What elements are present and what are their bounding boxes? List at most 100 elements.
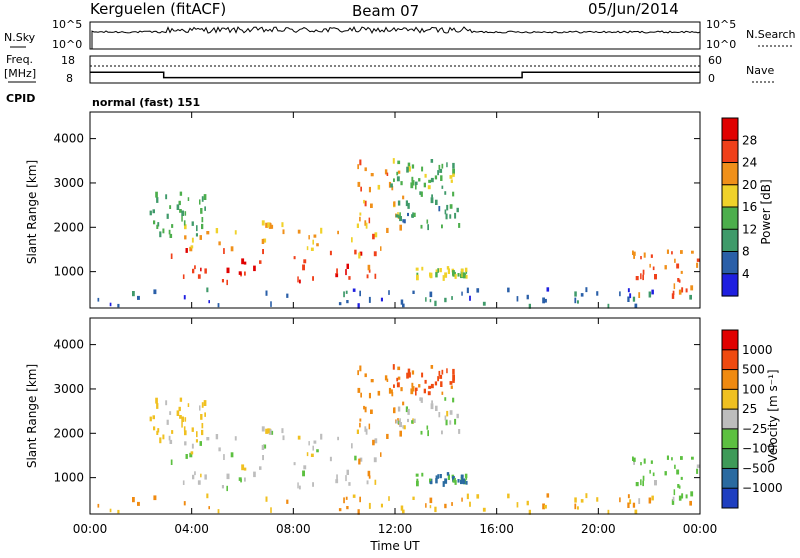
velocity-cell: [226, 473, 230, 480]
x-tick-label: 08:00: [276, 522, 311, 536]
power-cell: [664, 265, 667, 270]
power-cell: [399, 216, 402, 222]
power-cell: [352, 288, 356, 292]
power-cell: [316, 243, 319, 247]
velocity-cell: [441, 391, 444, 395]
power-cell: [200, 208, 203, 214]
power-cell: [430, 197, 434, 204]
velocity-cell: [627, 502, 630, 508]
power-cell: [424, 173, 427, 178]
power-cell: [265, 290, 268, 296]
velocity-cell: [335, 479, 339, 484]
velocity-cell: [363, 405, 365, 410]
colorbar-swatch: [722, 273, 738, 297]
velocity-cell: [446, 410, 449, 417]
velocity-cell: [380, 452, 382, 457]
power-cell: [680, 270, 683, 274]
velocity-cell: [415, 473, 419, 477]
velocity-cell: [577, 506, 579, 510]
power-cell: [386, 227, 389, 233]
power-cell: [336, 268, 338, 275]
power-cell: [303, 259, 307, 264]
x-axis-label: Time UT: [369, 539, 420, 553]
velocity-cell: [262, 455, 264, 461]
velocity-cell: [190, 451, 194, 455]
velocity-cell: [633, 461, 635, 465]
power-cell: [185, 248, 188, 253]
velocity-cell: [386, 378, 389, 382]
power-cell: [234, 230, 237, 235]
power-cell: [181, 210, 184, 216]
power-colorbar: 4 8 12 16 20 24 28: [721, 117, 757, 297]
velocity-cell: [199, 405, 201, 411]
velocity-cell: [206, 437, 210, 441]
power-cell: [437, 268, 439, 273]
velocity-cell: [396, 377, 399, 382]
velocity-cell: [420, 430, 423, 435]
velocity-cell: [399, 418, 401, 425]
power-cell: [691, 250, 694, 254]
power-cell: [165, 194, 168, 200]
velocity-cell: [226, 485, 228, 492]
velocity-cell: [356, 429, 359, 434]
power-cell: [217, 303, 220, 308]
velocity-cell: [259, 466, 262, 470]
velocity-cell: [182, 480, 185, 485]
velocity-cell: [507, 493, 510, 499]
power-cell: [259, 260, 262, 264]
velocity-cell: [184, 430, 187, 436]
power-cell: [189, 246, 193, 252]
power-cell: [366, 274, 369, 279]
velocity-cell: [430, 383, 434, 389]
power-cell: [320, 227, 323, 234]
power-cell: [201, 196, 204, 202]
velocity-cell: [303, 465, 307, 470]
power-cell: [528, 303, 531, 309]
power-cell: [427, 224, 429, 231]
power-cell: [629, 293, 632, 299]
colorbar-swatch: [722, 428, 738, 450]
velocity-cell: [465, 476, 468, 480]
velocity-cell: [265, 428, 269, 434]
power-cell: [360, 186, 362, 192]
velocity-cell: [413, 418, 416, 423]
velocity-cell: [677, 484, 680, 488]
colorbar-tick-label: 28: [742, 133, 757, 147]
power-cell: [411, 180, 415, 186]
velocity-cell: [391, 392, 394, 397]
power-y-axis: 1000 2000 3000 4000: [53, 132, 700, 279]
velocity-cell: [191, 427, 194, 432]
velocity-cell: [542, 503, 545, 510]
velocity-cell: [137, 501, 140, 506]
velocity-cell: [452, 397, 455, 403]
velocity-cell: [437, 474, 439, 479]
velocity-cell: [434, 506, 437, 513]
velocity-cell: [431, 400, 433, 404]
velocity-cell: [265, 496, 268, 502]
power-cell: [444, 272, 448, 278]
power-cell: [437, 170, 439, 176]
power-cell: [226, 279, 228, 286]
velocity-cell: [217, 509, 220, 514]
power-cell: [399, 212, 401, 219]
velocity-cell: [397, 366, 401, 371]
power-cell: [450, 179, 453, 183]
velocity-cell: [449, 381, 453, 385]
power-cell: [203, 194, 207, 200]
power-cell: [457, 273, 460, 277]
velocity-cell: [238, 477, 242, 481]
velocity-cell: [676, 469, 680, 475]
power-cell: [354, 249, 357, 255]
power-cell: [183, 220, 186, 226]
power-cell: [435, 269, 438, 274]
velocity-cell: [446, 368, 448, 374]
power-cell: [297, 229, 301, 234]
power-cell: [310, 247, 314, 251]
power-cell: [415, 181, 418, 185]
velocity-cell: [267, 428, 270, 434]
power-cell: [678, 289, 682, 295]
velocity-cell: [407, 368, 411, 373]
velocity-heatmap: [97, 364, 700, 515]
power-cell: [153, 220, 156, 225]
velocity-cell: [423, 388, 426, 394]
